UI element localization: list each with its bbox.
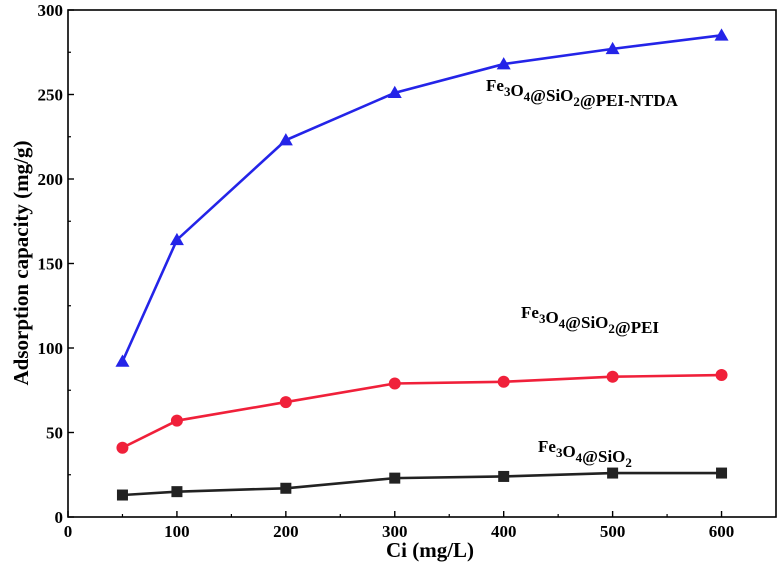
x-tick-label: 0 bbox=[64, 522, 73, 541]
y-axis-title: Adsorption capacity (mg/g) bbox=[9, 141, 33, 386]
data-point-square bbox=[116, 489, 128, 501]
x-tick-label: 500 bbox=[600, 522, 626, 541]
data-point-square bbox=[607, 467, 619, 479]
y-tick-label: 50 bbox=[46, 424, 63, 443]
y-tick-label: 200 bbox=[38, 170, 64, 189]
data-point-circle bbox=[279, 396, 292, 409]
data-point-circle bbox=[170, 414, 183, 427]
data-point-circle bbox=[388, 377, 401, 390]
series-labels: Fe3O4@SiO2@PEI-NTDA Fe3O4@SiO2@PEI Fe3O4@S… bbox=[486, 76, 679, 470]
data-point-triangle bbox=[496, 57, 511, 70]
series-line-2 bbox=[122, 471, 722, 497]
data-point-triangle bbox=[278, 133, 293, 146]
data-point-square bbox=[171, 486, 183, 498]
data-point-square bbox=[498, 470, 510, 482]
data-point-triangle bbox=[387, 85, 402, 99]
data-point-circle bbox=[715, 369, 728, 382]
data-point-square bbox=[389, 472, 401, 484]
series-label-2: Fe3O4@SiO2 bbox=[538, 437, 632, 470]
y-tick-label: 0 bbox=[55, 508, 64, 527]
series-lines bbox=[115, 28, 729, 501]
y-tick-label: 150 bbox=[38, 255, 64, 274]
axis-ticks: 0 100 200 300 400 500 600 0 50 100 150 200 250 300 bbox=[38, 1, 735, 541]
x-tick-label: 600 bbox=[709, 522, 735, 541]
y-tick-label: 100 bbox=[38, 339, 64, 358]
data-point-triangle bbox=[605, 41, 620, 55]
data-point-triangle bbox=[714, 28, 729, 41]
series-line-1 bbox=[121, 373, 722, 449]
series-label-0: Fe3O4@SiO2@PEI-NTDA bbox=[486, 76, 679, 110]
y-tick-label: 300 bbox=[38, 1, 64, 20]
series-label-1: Fe3O4@SiO2@PEI bbox=[521, 303, 659, 337]
x-axis-title: Ci (mg/L) bbox=[386, 538, 474, 562]
data-point-circle bbox=[606, 370, 619, 383]
x-tick-label: 100 bbox=[164, 522, 190, 541]
data-point-triangle bbox=[115, 354, 130, 367]
x-tick-label: 300 bbox=[382, 522, 408, 541]
series-line-0 bbox=[121, 34, 722, 363]
data-point-circle bbox=[497, 375, 510, 388]
data-point-square bbox=[716, 467, 728, 479]
x-tick-label: 400 bbox=[491, 522, 517, 541]
data-point-triangle bbox=[169, 232, 184, 246]
x-tick-label: 200 bbox=[273, 522, 299, 541]
y-tick-label: 250 bbox=[38, 86, 64, 105]
data-point-square bbox=[280, 482, 292, 494]
data-point-circle bbox=[116, 441, 129, 454]
